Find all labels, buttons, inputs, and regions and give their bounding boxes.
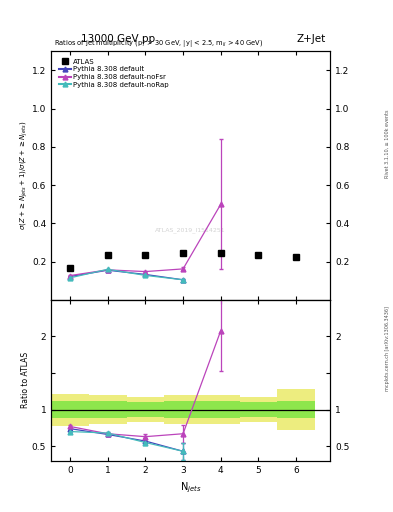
Y-axis label: Ratio to ATLAS: Ratio to ATLAS	[22, 352, 31, 409]
Text: Z+Jet: Z+Jet	[297, 33, 326, 44]
X-axis label: N$_{jets}$: N$_{jets}$	[180, 480, 201, 495]
Legend: ATLAS, Pythia 8.308 default, Pythia 8.308 default-noFsr, Pythia 8.308 default-no: ATLAS, Pythia 8.308 default, Pythia 8.30…	[57, 57, 170, 89]
Y-axis label: $\sigma(Z + \geq N_{jets}+1) / \sigma(Z + \geq N_{jets})$: $\sigma(Z + \geq N_{jets}+1) / \sigma(Z …	[19, 121, 31, 230]
Text: 13000 GeV pp: 13000 GeV pp	[81, 33, 155, 44]
Text: mcplots.cern.ch [arXiv:1306.3436]: mcplots.cern.ch [arXiv:1306.3436]	[385, 306, 389, 391]
Text: Rivet 3.1.10, ≥ 100k events: Rivet 3.1.10, ≥ 100k events	[385, 109, 389, 178]
Text: ATLAS_2019_I1514251: ATLAS_2019_I1514251	[155, 227, 226, 233]
Text: Ratios of jet multiplicity (p$_T$ > 30 GeV, |y| < 2.5, m$_{ll}$ > 40 GeV): Ratios of jet multiplicity (p$_T$ > 30 G…	[54, 38, 263, 49]
